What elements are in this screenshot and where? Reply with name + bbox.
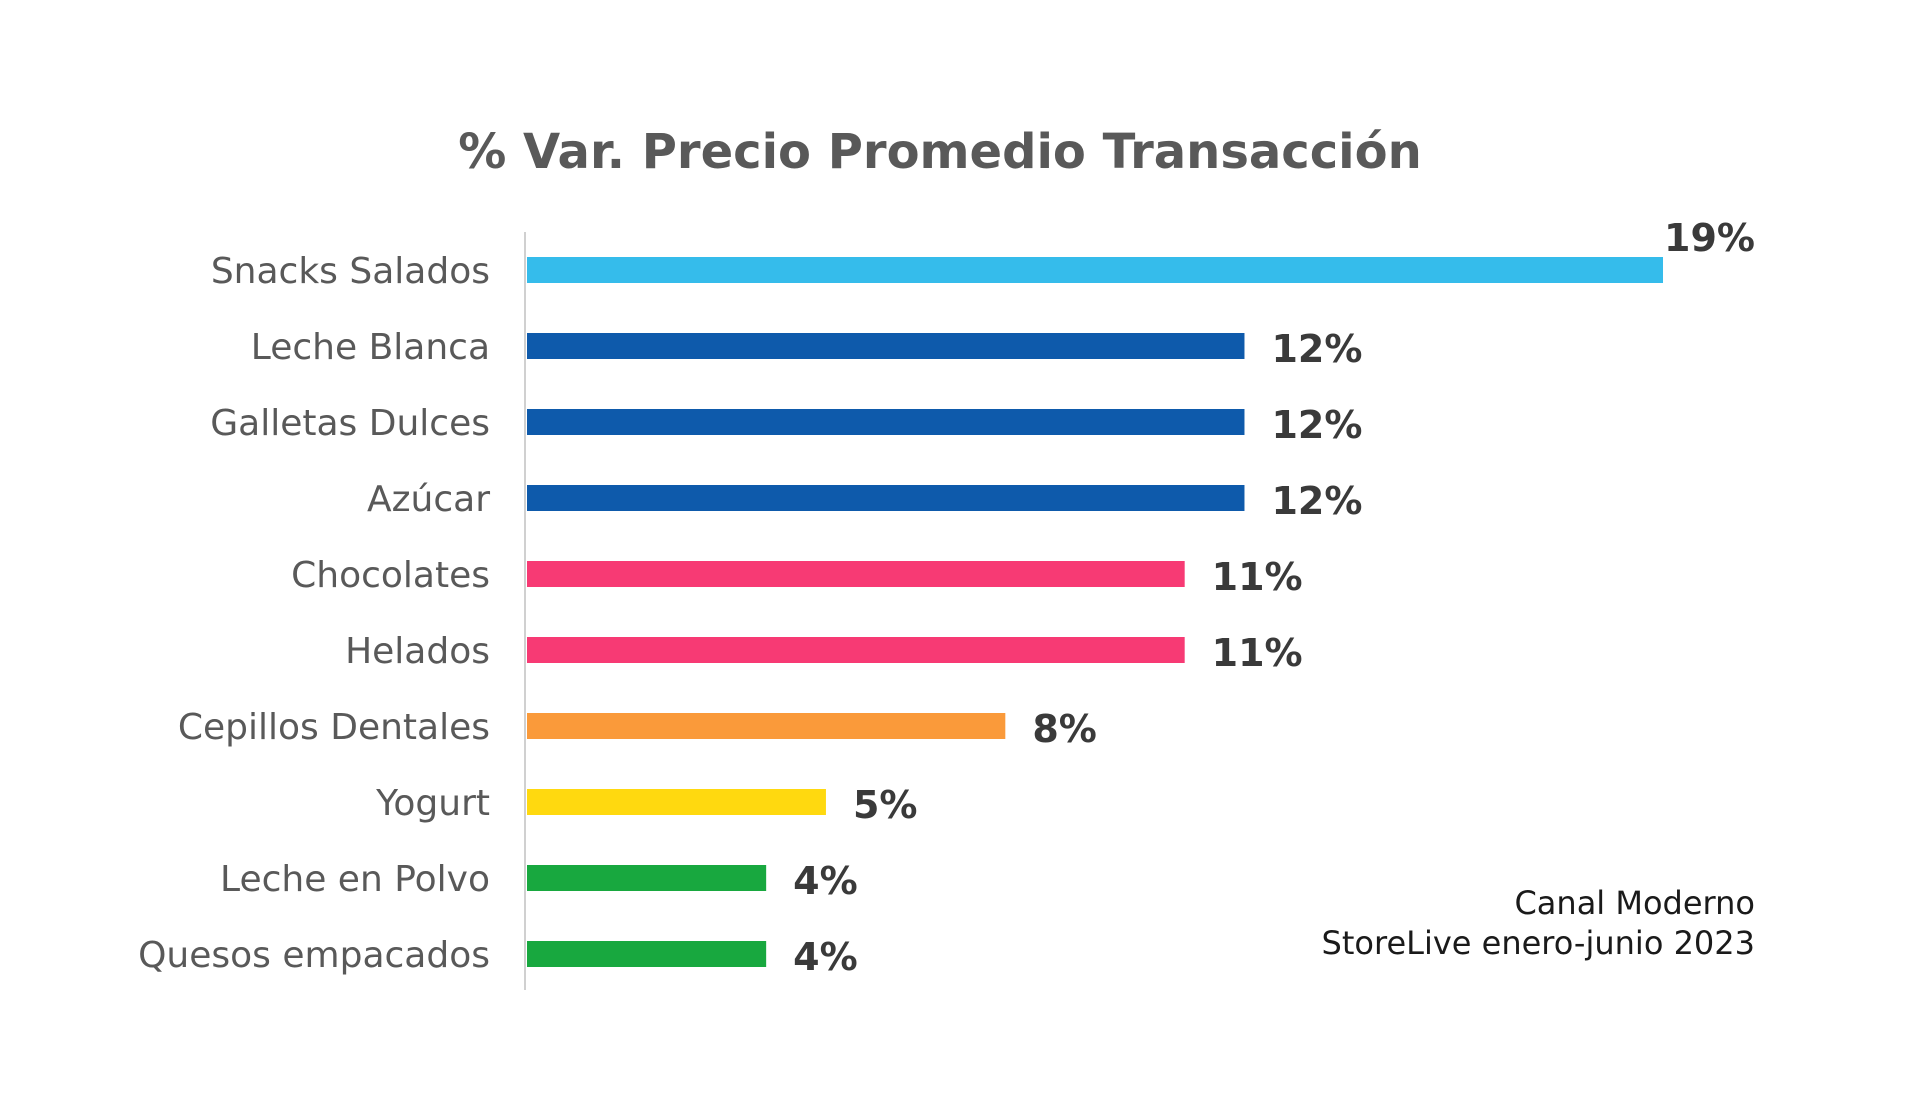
category-label: Quesos empacados <box>138 935 490 976</box>
bar <box>527 485 1245 511</box>
source-note-period: StoreLive enero-junio 2023 <box>1322 924 1755 962</box>
bar <box>527 333 1245 359</box>
bar <box>527 637 1185 663</box>
bar <box>527 941 767 967</box>
chart-title: % Var. Precio Promedio Transacción <box>458 124 1422 180</box>
category-label: Snacks Salados <box>211 251 490 292</box>
bar <box>527 713 1006 739</box>
bar <box>527 409 1245 435</box>
category-label: Leche en Polvo <box>220 859 490 900</box>
bar <box>527 865 767 891</box>
category-label: Galletas Dulces <box>210 403 490 444</box>
category-label: Chocolates <box>291 555 490 596</box>
bar <box>527 561 1185 587</box>
category-label: Azúcar <box>367 479 490 520</box>
value-label: 11% <box>1212 555 1303 599</box>
source-note-channel: Canal Moderno <box>1514 884 1755 922</box>
value-label: 5% <box>853 783 918 827</box>
value-label: 4% <box>793 935 858 979</box>
category-label: Yogurt <box>375 783 490 824</box>
bar <box>527 789 826 815</box>
value-label: 12% <box>1271 479 1362 523</box>
category-label: Cepillos Dentales <box>178 707 490 748</box>
category-label: Helados <box>345 631 490 672</box>
bar <box>527 257 1663 283</box>
value-label: 4% <box>793 859 858 903</box>
value-label: 12% <box>1271 403 1362 447</box>
bars-group: Snacks Salados 19% Leche Blanca 12% Galletas… <box>138 216 1755 979</box>
value-label: 19% <box>1664 216 1755 260</box>
category-label: Leche Blanca <box>251 327 490 368</box>
value-label: 8% <box>1032 707 1097 751</box>
value-label: 11% <box>1212 631 1303 675</box>
value-label: 12% <box>1271 327 1362 371</box>
